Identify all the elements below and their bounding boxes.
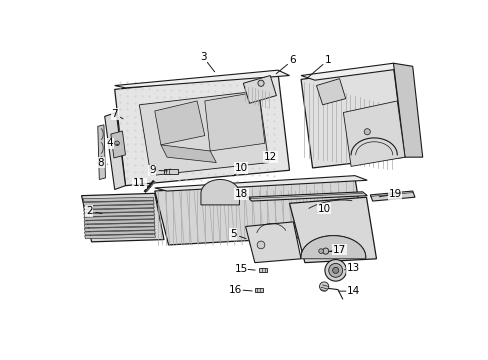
Polygon shape — [201, 180, 239, 205]
Circle shape — [332, 267, 338, 274]
Text: 19: 19 — [387, 189, 401, 199]
Text: 7: 7 — [111, 109, 118, 119]
Polygon shape — [83, 201, 154, 206]
Polygon shape — [393, 63, 422, 157]
Circle shape — [328, 264, 342, 277]
Circle shape — [322, 248, 328, 254]
Text: 12: 12 — [263, 152, 276, 162]
Polygon shape — [139, 91, 268, 176]
Polygon shape — [245, 222, 301, 263]
Polygon shape — [154, 101, 204, 145]
Polygon shape — [104, 112, 125, 189]
Text: 11: 11 — [132, 178, 146, 188]
Polygon shape — [98, 125, 105, 180]
Polygon shape — [111, 131, 125, 158]
Polygon shape — [161, 145, 216, 163]
Polygon shape — [246, 192, 366, 201]
Polygon shape — [115, 70, 289, 88]
Circle shape — [364, 129, 369, 135]
Polygon shape — [154, 178, 364, 245]
Text: 9: 9 — [149, 165, 156, 175]
Polygon shape — [316, 78, 345, 105]
Polygon shape — [84, 223, 155, 228]
Text: 3: 3 — [200, 52, 206, 62]
Polygon shape — [84, 216, 154, 220]
Polygon shape — [81, 193, 163, 242]
Bar — [163, 169, 178, 174]
Polygon shape — [301, 66, 404, 168]
Circle shape — [257, 80, 264, 86]
Polygon shape — [204, 92, 264, 151]
Polygon shape — [83, 197, 154, 202]
Circle shape — [257, 241, 264, 249]
Text: 4: 4 — [106, 138, 113, 148]
Polygon shape — [343, 101, 404, 166]
Polygon shape — [301, 63, 407, 80]
Polygon shape — [289, 197, 376, 263]
Text: 5: 5 — [229, 229, 236, 239]
Polygon shape — [154, 176, 366, 191]
Polygon shape — [83, 212, 154, 217]
Polygon shape — [115, 72, 289, 186]
Polygon shape — [84, 234, 155, 239]
Text: 8: 8 — [97, 158, 104, 167]
Text: 17: 17 — [332, 244, 346, 255]
Circle shape — [319, 282, 328, 291]
Polygon shape — [369, 191, 414, 201]
Text: 15: 15 — [234, 264, 247, 274]
Text: 14: 14 — [346, 286, 359, 296]
Text: 2: 2 — [86, 206, 92, 216]
Text: 13: 13 — [346, 263, 359, 273]
Circle shape — [318, 249, 323, 253]
Text: 16: 16 — [228, 285, 242, 294]
Text: 10: 10 — [317, 204, 330, 214]
Polygon shape — [84, 219, 155, 224]
Polygon shape — [84, 227, 155, 231]
Polygon shape — [83, 204, 154, 209]
Text: 10: 10 — [234, 163, 247, 173]
Text: 18: 18 — [235, 189, 248, 199]
Polygon shape — [301, 236, 365, 259]
Circle shape — [115, 141, 119, 145]
Bar — [259, 268, 266, 272]
Text: 6: 6 — [289, 55, 295, 65]
Polygon shape — [243, 76, 276, 103]
Text: 1: 1 — [324, 55, 331, 65]
Circle shape — [324, 260, 346, 281]
Polygon shape — [83, 208, 154, 213]
Polygon shape — [84, 230, 155, 235]
Bar — [254, 288, 262, 292]
